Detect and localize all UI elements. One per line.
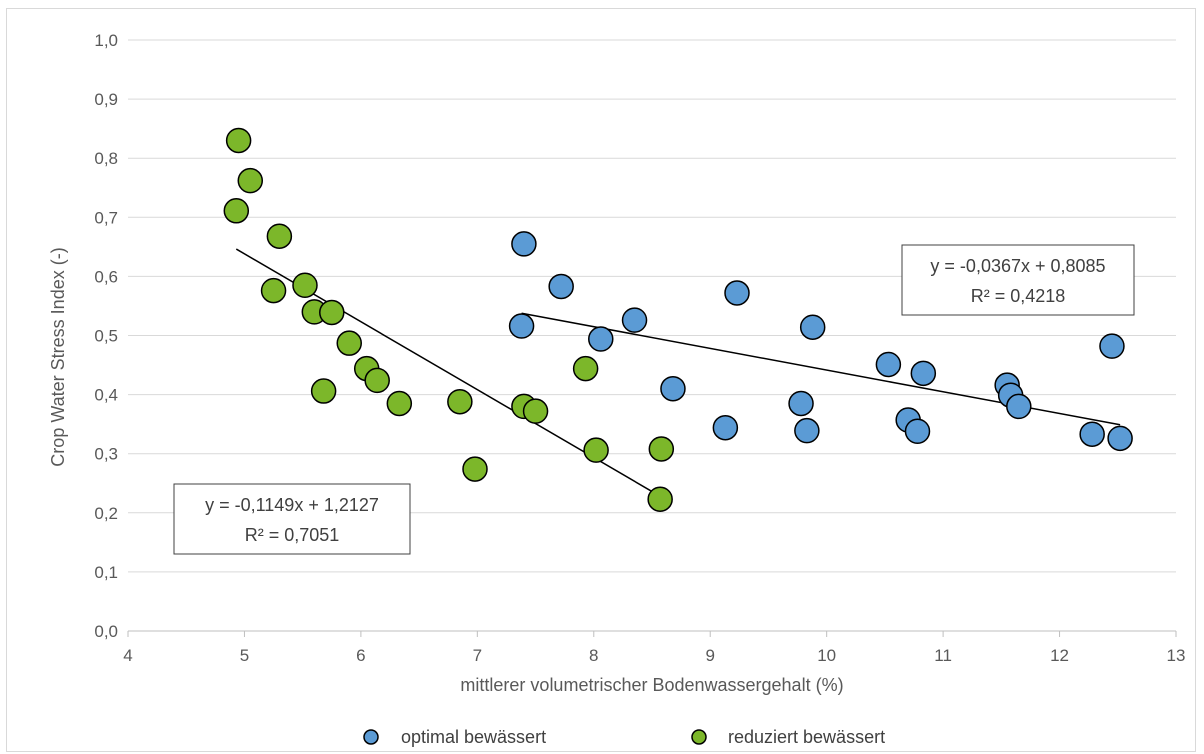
point-reduziert <box>319 299 345 326</box>
point-optimal <box>904 418 931 444</box>
x-tick-label: 10 <box>817 646 836 665</box>
axes: 0,0 0,1 0,2 0,3 0,4 0,5 0,6 0,7 0,8 0,9 1,0 4 5 6 7 8 9 1… <box>94 31 1185 665</box>
x-tick-label: 13 <box>1167 646 1186 665</box>
point-reduziert <box>572 355 599 382</box>
point-optimal <box>1099 333 1125 359</box>
equation-box-optimal: y = -0,0367x + 0,8085 R² = 0,4218 <box>901 244 1135 316</box>
y-tick-label: 0,8 <box>94 149 118 168</box>
x-tick-label: 4 <box>123 646 132 665</box>
x-tick-label: 7 <box>473 646 482 665</box>
y-tick-label: 0,6 <box>94 267 118 286</box>
point-optimal <box>875 351 902 378</box>
data-points <box>223 127 1133 512</box>
point-optimal <box>588 326 614 352</box>
x-tick-label: 5 <box>240 646 249 665</box>
y-tick-label: 0,2 <box>94 504 118 523</box>
legend-marker-optimal <box>363 729 379 745</box>
equation-optimal: y = -0,0367x + 0,8085 <box>930 256 1105 276</box>
point-reduziert <box>648 436 675 462</box>
point-reduziert <box>225 127 252 154</box>
point-optimal <box>910 360 937 387</box>
point-reduziert <box>386 390 413 417</box>
point-optimal <box>788 390 814 417</box>
point-optimal <box>621 307 648 333</box>
x-axis-title: mittlerer volumetrischer Bodenwassergeha… <box>460 675 843 695</box>
y-axis-title: Crop Water Stress Index (-) <box>48 247 68 466</box>
point-reduziert <box>364 367 390 394</box>
point-optimal <box>724 280 750 306</box>
legend-marker-reduziert <box>691 729 707 745</box>
y-tick-label: 0,9 <box>94 90 118 109</box>
point-reduziert <box>647 486 673 512</box>
point-reduziert <box>310 378 337 404</box>
r2-reduziert: R² = 0,7051 <box>245 525 340 545</box>
point-optimal <box>1006 393 1032 420</box>
point-optimal <box>548 273 574 300</box>
x-tick-label: 6 <box>356 646 365 665</box>
equation-box-reduziert: y = -0,1149x + 1,2127 R² = 0,7051 <box>173 483 411 555</box>
point-reduziert <box>522 398 549 424</box>
y-tick-label: 0,7 <box>94 208 118 227</box>
point-optimal <box>799 314 826 340</box>
point-reduziert <box>462 456 488 482</box>
point-reduziert <box>447 388 473 415</box>
point-reduziert <box>336 330 362 356</box>
point-reduziert <box>223 198 250 224</box>
point-optimal <box>660 375 686 402</box>
legend-label-optimal: optimal bewässert <box>401 727 546 747</box>
point-reduziert <box>292 272 318 299</box>
point-optimal <box>508 313 535 339</box>
legend: optimal bewässert reduziert bewässert <box>363 727 885 747</box>
legend-label-reduziert: reduziert bewässert <box>728 727 885 747</box>
y-tick-label: 0,1 <box>94 563 118 582</box>
y-tick-label: 0,5 <box>94 327 118 346</box>
y-tick-label: 1,0 <box>94 31 118 50</box>
x-tick-label: 8 <box>589 646 598 665</box>
r2-optimal: R² = 0,4218 <box>971 286 1066 306</box>
x-tick-label: 11 <box>934 646 952 665</box>
y-tick-label: 0,3 <box>94 445 118 464</box>
point-optimal <box>1107 425 1133 452</box>
equation-reduziert: y = -0,1149x + 1,2127 <box>205 495 379 515</box>
point-reduziert <box>583 437 609 463</box>
point-optimal <box>712 414 739 441</box>
point-optimal <box>1079 421 1105 447</box>
point-reduziert <box>266 223 293 249</box>
y-tick-label: 0,0 <box>94 622 118 641</box>
point-reduziert <box>260 277 287 304</box>
point-reduziert <box>237 167 264 194</box>
point-optimal <box>794 417 820 444</box>
x-tick-label: 12 <box>1050 646 1069 665</box>
x-tick-label: 9 <box>705 646 714 665</box>
point-optimal <box>511 231 537 257</box>
y-tick-label: 0,4 <box>94 386 118 405</box>
